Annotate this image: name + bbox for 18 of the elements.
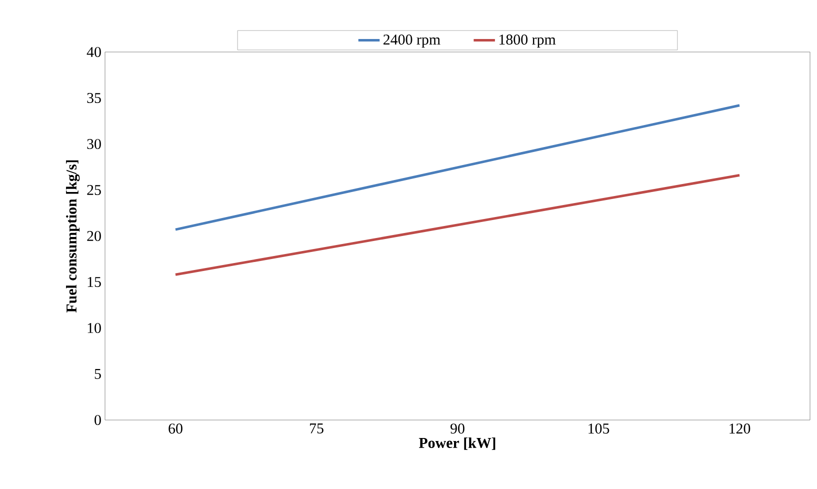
y-tick-label: 30: [87, 138, 101, 150]
x-tick-label: 90: [450, 424, 464, 434]
y-axis-title: Fuel consumption [kg/s]: [66, 160, 80, 313]
y-tick-label: 40: [86, 46, 101, 58]
y-tick-label: 0: [94, 414, 101, 426]
x-axis-title: Power [kW]: [418, 437, 496, 450]
legend-label: 1800 rpm: [500, 34, 556, 48]
x-tick-label: 120: [730, 424, 750, 434]
x-tick-label: 60: [168, 424, 182, 434]
y-tick-label: 15: [88, 277, 101, 287]
y-tick-label: 5: [94, 369, 101, 379]
x-tick-label: 105: [588, 424, 610, 434]
y-tick-label: 25: [87, 184, 101, 196]
y-tick-label: 20: [87, 230, 101, 242]
legend-label: 2400 rpm: [384, 34, 440, 48]
y-tick-label: 35: [87, 92, 101, 104]
x-tick-label: 75: [310, 424, 324, 434]
y-tick-label: 10: [88, 322, 101, 334]
